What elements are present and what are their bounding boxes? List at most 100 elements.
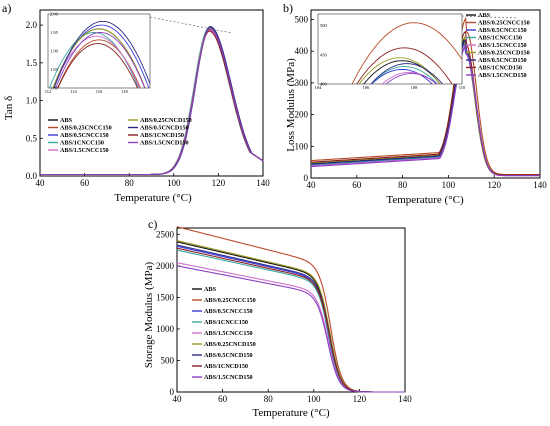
series-line	[176, 262, 405, 393]
x-tick-label: 40	[307, 180, 317, 190]
series-line	[176, 265, 405, 393]
x-tick-label: 40	[173, 394, 183, 404]
y-tick-label: 200	[295, 110, 309, 120]
legend-entry: ABS/0.5CNCC150	[60, 132, 109, 139]
legend-entry: ABS/1CNCD150	[478, 65, 522, 72]
x-tick-label: 60	[80, 178, 90, 188]
y-tick-label: 2.0	[26, 20, 38, 30]
x-tick-label: 120	[353, 394, 367, 404]
panel-b-ylabel: Loss Modulus (MPa)	[285, 58, 297, 152]
y-tick-label: 2000	[156, 261, 175, 271]
legend-entry: ABS/0.25CNCC150	[60, 125, 112, 132]
inset-series-line	[370, 63, 444, 84]
legend-entry: ABS/0.5CNCD150	[204, 352, 253, 359]
x-tick-label: 80	[398, 180, 408, 190]
inset-x-tick-label: 118	[121, 89, 128, 94]
panel-c-label: c)	[148, 217, 157, 231]
inset-y-tick-label: 400	[320, 82, 328, 87]
series-line	[40, 28, 264, 176]
plot-frame	[176, 227, 406, 393]
panel-b-label: b)	[283, 1, 293, 15]
inset-x-tick-label: 112	[45, 89, 52, 94]
legend-entry: ABS/0.25CNCC150	[478, 20, 530, 27]
legend-entry: ABS/1CNCC150	[204, 319, 248, 326]
x-tick-label: 140	[533, 180, 547, 190]
legend-entry: ABS/0.5CNCC150	[478, 27, 527, 34]
plot-frame	[310, 9, 541, 179]
y-tick-label: 2500	[156, 229, 175, 239]
legend-entry: ABS/1.5CNCD150	[204, 374, 253, 381]
legend-entry: ABS/1CNCC150	[478, 35, 522, 42]
inset-leader-line	[149, 16, 233, 34]
legend-entry: ABS/0.25CNCD150	[140, 117, 192, 124]
inset-y-tick-label: 1.80	[50, 86, 59, 91]
legend-entry: ABS/0.25CNCD150	[478, 50, 530, 57]
inset-x-tick-label: 116	[96, 89, 103, 94]
plot-frame	[39, 9, 264, 177]
legend-entry: ABS/1.5CNCD150	[478, 72, 527, 79]
panel-a-label: a)	[2, 1, 11, 15]
inset-leader-line	[461, 15, 519, 19]
inset-x-tick-label: 110	[459, 85, 466, 90]
y-tick-label: 0.0	[26, 171, 38, 181]
inset-series-line	[55, 32, 146, 88]
inset-series-line	[385, 73, 438, 84]
x-tick-label: 60	[352, 180, 362, 190]
inset-series-line	[57, 43, 138, 88]
y-tick-label: 500	[161, 355, 175, 365]
legend-entry: ABS/0.25CNCC150	[204, 297, 256, 304]
y-tick-label: 1500	[156, 292, 175, 302]
panel-c-xlabel: Temperature (°C)	[252, 407, 330, 419]
inset-series-line	[381, 71, 437, 84]
y-tick-label: 300	[295, 78, 309, 88]
y-tick-label: 1.5	[26, 58, 38, 68]
inset-y-tick-label: 450	[320, 52, 328, 57]
legend-entry: ABS/0.25CNCD150	[204, 341, 256, 348]
y-tick-label: 500	[295, 15, 309, 25]
inset-frame	[317, 13, 463, 85]
legend-entry: ABS/0.5CNCD150	[478, 57, 527, 64]
inset-y-tick-label: 500	[320, 23, 328, 28]
inset-x-tick-label: 104	[315, 85, 323, 90]
y-tick-label: 0	[170, 387, 175, 397]
inset-series-line	[356, 47, 453, 84]
inset-series-line	[351, 22, 462, 84]
legend-entry: ABS	[204, 286, 217, 293]
panel-a-xlabel: Temperature (°C)	[114, 192, 192, 204]
inset-series-line	[371, 68, 433, 84]
y-tick-label: 0	[304, 173, 309, 183]
inset-series-line	[53, 20, 150, 88]
x-tick-label: 120	[212, 178, 226, 188]
legend-entry: ABS/1CNCD150	[140, 132, 184, 139]
inset-y-tick-label: 1.85	[50, 67, 59, 72]
series-line	[310, 44, 540, 177]
y-tick-label: 100	[295, 141, 309, 151]
panel-b-loss-modulus-chart: b) Loss Modulus (MPa) Temperature (°C) 4…	[283, 1, 547, 206]
x-tick-label: 100	[307, 394, 321, 404]
panel-c-ylabel: Storage Modulus (MPa)	[143, 262, 155, 369]
x-tick-label: 120	[487, 180, 501, 190]
series-group	[310, 16, 540, 177]
series-group	[176, 226, 405, 393]
legend-entry: ABS/1.5CNCC150	[204, 330, 253, 337]
inset-x-tick-label: 114	[70, 89, 77, 94]
inset-series-line	[48, 32, 139, 88]
x-tick-label: 140	[398, 394, 412, 404]
inset-x-tick-label: 106	[363, 85, 371, 90]
legend-entry: ABS/1CNCC150	[60, 140, 104, 147]
panel-a-tan-delta-chart: a) Tan δ Temperature (°C) 40 60 80 100 120 14…	[2, 1, 270, 204]
y-tick-label: 400	[295, 46, 309, 56]
y-tick-label: 1000	[156, 324, 175, 334]
legend-entry: ABS/1CNCD150	[204, 363, 248, 370]
y-tick-label: 1.0	[26, 96, 38, 106]
x-tick-label: 80	[125, 178, 135, 188]
legend-entry: ABS	[478, 12, 491, 19]
legend-entry: ABS/1.5CNCC150	[478, 42, 527, 49]
legend-entry: ABS	[60, 117, 73, 124]
inset-y-tick-label: 2.00	[50, 12, 59, 17]
x-tick-label: 100	[442, 180, 456, 190]
x-tick-label: 40	[36, 178, 46, 188]
inset-y-tick-label: 1.95	[50, 30, 59, 35]
panel-b-xlabel: Temperature (°C)	[386, 194, 464, 206]
